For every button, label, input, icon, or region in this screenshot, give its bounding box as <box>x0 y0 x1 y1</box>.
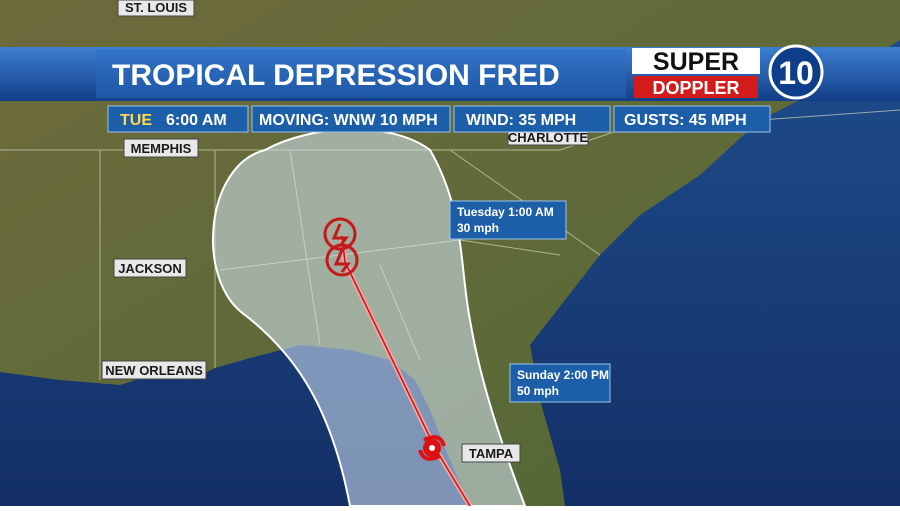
forecast-box <box>509 363 611 403</box>
info-time: 6:00 AM <box>166 112 227 129</box>
city-label: CHARLOTTE <box>508 130 588 145</box>
logo-top <box>632 48 760 74</box>
logo-line1: SUPER <box>653 48 739 76</box>
city-label: NEW ORLEANS <box>105 363 203 378</box>
info-gusts: GUSTS: 45 MPH <box>624 112 747 129</box>
title: TROPICAL DEPRESSION FRED <box>112 59 560 92</box>
info-day: TUE <box>120 112 152 129</box>
forecast-wind: 50 mph <box>517 384 559 398</box>
logo-bottom <box>634 76 758 98</box>
forecast-time: Sunday 2:00 PM <box>517 368 609 382</box>
info-bar: TUE 6:00 AM MOVING: WNW 10 MPH WIND: 35 … <box>107 105 771 133</box>
city-box <box>461 443 521 463</box>
info-box <box>251 105 451 133</box>
info-box <box>453 105 611 133</box>
city-label: TAMPA <box>469 446 514 461</box>
forecast-point-labels: Tuesday 1:00 AM 30 mph Sunday 2:00 PM 50… <box>449 200 611 403</box>
title-panel <box>96 50 626 98</box>
city-box <box>113 258 187 278</box>
city-box <box>117 0 195 17</box>
city-label: JACKSON <box>118 261 182 276</box>
city-box <box>123 138 199 158</box>
logo: SUPER DOPPLER 10 <box>632 44 824 100</box>
logo-number: 10 <box>778 55 814 91</box>
info-box <box>613 105 771 133</box>
city-label: MEMPHIS <box>131 141 192 156</box>
storm-symbols <box>323 217 359 277</box>
storm-icon <box>418 435 446 461</box>
city-labels: ST. LOUIS MEMPHIS CHARLOTTE JACKSON NEW … <box>101 0 589 463</box>
forecast-time: Tuesday 1:00 AM <box>457 205 554 219</box>
info-moving: MOVING: WNW 10 MPH <box>259 112 438 129</box>
info-wind: WIND: 35 MPH <box>466 112 576 129</box>
logo-circle <box>768 44 824 100</box>
forecast-wind: 30 mph <box>457 221 499 235</box>
info-box <box>107 105 249 133</box>
city-label: ST. LOUIS <box>125 0 187 15</box>
logo-line2: DOPPLER <box>652 78 739 98</box>
forecast-box <box>449 200 567 240</box>
city-box <box>101 360 207 380</box>
